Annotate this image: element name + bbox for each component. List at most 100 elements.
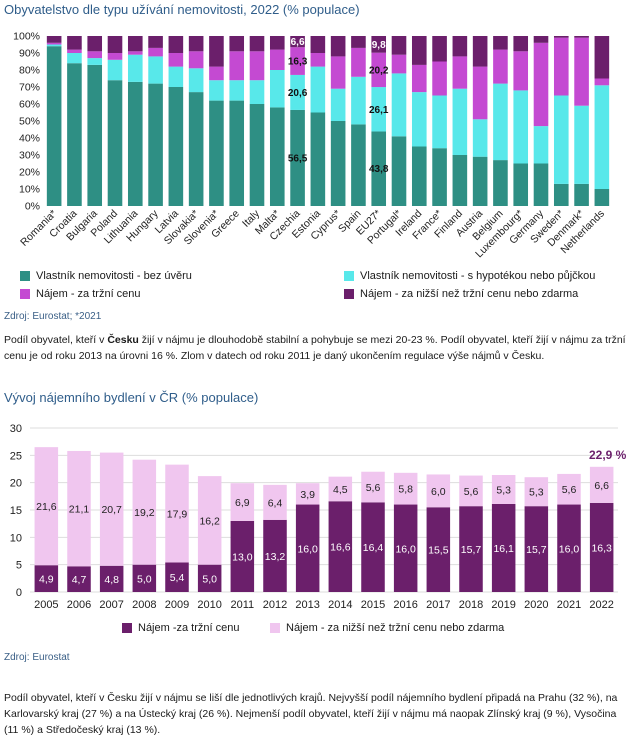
bar-segment	[188, 51, 204, 69]
bar-market	[295, 504, 320, 592]
bar-segment	[533, 36, 549, 43]
bar-segment	[148, 56, 163, 84]
bar-segment	[310, 36, 326, 53]
bar-segment	[513, 90, 529, 164]
data-label-market: 5,4	[170, 572, 185, 584]
chart1-source: Zdroj: Eurostat; *2021	[4, 311, 102, 322]
bar-market	[197, 564, 222, 592]
bar-segment	[188, 68, 204, 93]
total-annotation: 22,9 %	[589, 448, 627, 462]
bar-segment	[533, 163, 549, 206]
paragraph-2: Podíl obyvatel, kteří v Česku žijí v náj…	[4, 692, 618, 736]
data-label-market: 16,4	[363, 542, 384, 554]
bar-segment	[229, 100, 245, 206]
bar-segment	[168, 66, 184, 87]
bar-reduced	[589, 466, 614, 503]
data-label-reduced: 5,6	[562, 484, 577, 496]
bar-segment	[411, 36, 427, 65]
bar-segment	[330, 88, 346, 121]
data-label-market: 4,8	[104, 574, 119, 586]
rental-chart: 0 5 10 15 20 25 30 4,9 21,6 2005 4,7 21,1 2006 4,8 20,…	[10, 423, 627, 611]
data-label: 20,2	[369, 65, 389, 76]
bar-segment	[127, 54, 143, 82]
bar-segment	[269, 49, 285, 70]
bar-segment	[310, 53, 326, 67]
bar-reduced	[557, 473, 581, 505]
y-tick-label: 10	[10, 532, 22, 544]
data-label-market: 16,6	[330, 542, 351, 554]
bar-segment	[594, 36, 610, 79]
y-tick-label: 0%	[25, 201, 40, 213]
bar-segment	[513, 36, 529, 52]
bar-segment	[290, 74, 305, 110]
data-label-reduced: 6,6	[594, 480, 609, 492]
bar-market	[426, 507, 451, 592]
y-tick-label: 50%	[19, 116, 40, 128]
bar-segment	[249, 80, 265, 104]
bar-reduced	[132, 459, 157, 565]
y-tick-label: 70%	[19, 82, 40, 94]
bar-segment	[46, 44, 62, 47]
bar-segment	[269, 107, 285, 206]
y-tick-label: 90%	[19, 48, 40, 60]
bar-segment	[107, 53, 123, 60]
data-label: 16,3	[288, 57, 308, 68]
legend-rent-market: Nájem - za tržní cenu	[20, 288, 141, 300]
x-tick-label: 2010	[197, 599, 221, 611]
bar-segment	[452, 88, 468, 155]
bar-segment	[574, 105, 589, 184]
data-label-market: 16,3	[591, 542, 612, 554]
y-tick-label: 20%	[19, 167, 40, 179]
bar-segment	[553, 37, 569, 96]
bar-segment	[67, 49, 82, 53]
chart1-title: Obyvatelstvo dle typu užívání nemovitost…	[4, 2, 360, 17]
legend-swatch	[20, 289, 30, 299]
bar-segment	[351, 36, 366, 48]
bar-reduced	[459, 475, 483, 507]
data-label: 26,1	[369, 105, 389, 116]
bar-segment	[330, 56, 346, 89]
bar-segment	[249, 36, 265, 52]
data-label: 56,5	[288, 153, 308, 164]
bar-segment	[351, 47, 366, 77]
bar-segment	[432, 61, 447, 96]
x-tick-label: 2018	[459, 599, 483, 611]
legend-rent-market-2: Nájem -za tržní cenu	[122, 622, 239, 634]
bar-segment	[493, 160, 508, 206]
bar-segment	[594, 85, 610, 189]
y-tick-label: 10%	[19, 184, 40, 196]
bar-segment	[46, 46, 62, 207]
bar-segment	[168, 36, 184, 53]
bar-reduced	[393, 472, 418, 505]
bar-segment	[249, 51, 265, 81]
bar-reduced	[426, 474, 451, 508]
data-label-market: 13,0	[232, 551, 253, 563]
bar-market	[99, 565, 124, 592]
bar-segment	[148, 83, 163, 206]
bar-segment	[391, 73, 407, 137]
bar-segment	[432, 36, 447, 62]
bar-market	[263, 519, 287, 592]
x-tick-label: 2019	[491, 599, 515, 611]
data-label-market: 4,7	[72, 574, 87, 586]
bar-market	[393, 504, 418, 592]
bar-segment	[87, 64, 103, 207]
data-label-reduced: 6,9	[235, 497, 250, 509]
y-tick-label: 60%	[19, 99, 40, 111]
bar-segment	[371, 131, 387, 206]
bar-segment	[574, 36, 589, 38]
bar-reduced	[99, 452, 124, 566]
bar-segment	[290, 36, 305, 48]
x-tick-label: 2012	[263, 599, 287, 611]
bar-segment	[574, 37, 589, 106]
bar-segment	[411, 146, 427, 206]
bar-segment	[553, 36, 569, 38]
data-label-reduced: 17,9	[167, 509, 188, 521]
bar-segment	[432, 95, 447, 149]
x-tick-label: 2022	[589, 599, 613, 611]
bar-reduced	[361, 471, 385, 503]
bar-segment	[209, 100, 224, 206]
bar-market	[34, 565, 59, 592]
legend-swatch	[344, 289, 354, 299]
legend-swatch	[344, 271, 354, 281]
